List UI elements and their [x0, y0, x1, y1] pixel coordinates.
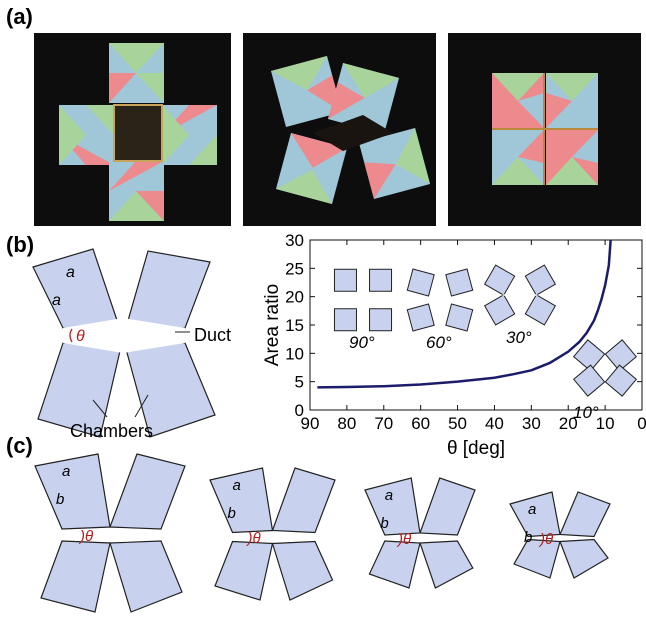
chambers-leader-right: [134, 394, 149, 418]
diagram-c: ab)θab)θab)θab)θ: [34, 453, 611, 613]
inset-square: [369, 308, 393, 332]
y-tick-label: 15: [285, 316, 304, 335]
angle-label-theta: )θ: [246, 530, 261, 547]
chamber-upper-right: [271, 467, 336, 534]
angle-label-theta: )θ: [396, 531, 411, 548]
diagram-c-shape-4: [509, 491, 611, 579]
inset-square: [572, 339, 606, 372]
inset-duct: [594, 367, 616, 369]
y-tick-label: 5: [295, 373, 304, 392]
chamber-lower-left: [513, 538, 561, 579]
x-tick-label: 40: [485, 414, 504, 433]
inset-shape-60: [406, 268, 474, 332]
y-tick-label: 10: [285, 344, 304, 363]
chamber-lower-left: [368, 540, 421, 589]
inset-shape-30: [483, 264, 557, 326]
chamber-lower-left: [214, 540, 274, 601]
inset-duct: [422, 291, 458, 309]
angle-label-theta: )θ: [538, 531, 553, 548]
inset-square: [524, 264, 557, 296]
chamber-lower-right: [419, 540, 474, 589]
x-tick-label: 80: [337, 414, 356, 433]
side-label-b: b: [228, 505, 236, 522]
diagram-c-shape-2: [209, 467, 336, 601]
side-label-a: a: [528, 501, 536, 518]
chambers-label: Chambers: [70, 421, 153, 441]
y-tick-label: 0: [295, 401, 304, 420]
angle-arc: [69, 328, 73, 343]
panel-label-b: (b): [6, 232, 35, 257]
duct-label: Duct: [194, 325, 231, 345]
inset-duct: [348, 288, 378, 312]
chamber-lower-left: [40, 540, 111, 613]
chamber-upper-right: [559, 491, 611, 538]
x-tick-label: 20: [559, 414, 578, 433]
chamber-lower-right: [559, 538, 609, 579]
chamber-upper-left: [209, 467, 274, 534]
x-tick-label: 70: [374, 414, 393, 433]
inset-angle-label: 90°: [349, 333, 375, 352]
side-label-a-left: a: [52, 292, 61, 309]
side-label-a: a: [233, 477, 241, 494]
duct-region: [63, 318, 185, 353]
chamber-upper-right: [109, 453, 186, 530]
chamber-lower-right: [109, 540, 183, 613]
area-ratio-curve: [317, 239, 612, 389]
inset-square: [406, 268, 435, 297]
x-tick-label: 60: [411, 414, 430, 433]
inset-square: [406, 303, 435, 332]
photo-origami-folded-square: [448, 33, 641, 226]
inset-shape-90: [333, 268, 393, 332]
diagram-c-shape-3: [364, 477, 476, 589]
chamber-upper-right: [419, 477, 476, 536]
side-label-b: b: [380, 515, 388, 532]
y-axis-label: Area ratio: [262, 284, 283, 366]
x-tick-label: 50: [448, 414, 467, 433]
diagram-b: a a θ Duct Chambers: [32, 248, 231, 441]
inset-square: [445, 303, 474, 332]
inset-shape-10: [572, 339, 638, 397]
inset-square: [572, 364, 606, 397]
panel-label-a: (a): [6, 4, 33, 29]
photo-origami-cross-open: [34, 33, 231, 226]
inset-square: [333, 308, 357, 332]
panel-label-c: (c): [6, 433, 33, 458]
inset-square: [604, 339, 638, 372]
side-label-b: b: [56, 491, 64, 508]
chamber-upper-left: [34, 453, 111, 530]
photo-origami-partially-folded: [243, 33, 436, 226]
x-tick-label: 90: [301, 414, 320, 433]
origami-cross-image: [34, 33, 231, 226]
inset-square: [604, 364, 638, 397]
x-tick-label: 10: [596, 414, 615, 433]
side-label-b: b: [524, 529, 532, 546]
x-tick-label: 0: [637, 414, 646, 433]
inset-duct: [500, 290, 540, 300]
inset-angle-label: 30°: [506, 328, 532, 347]
x-tick-label: 30: [522, 414, 541, 433]
angle-label-theta: )θ: [78, 528, 93, 545]
side-label-a: a: [385, 487, 393, 504]
side-label-a-top: a: [66, 264, 75, 281]
origami-square-image: [448, 33, 641, 226]
y-tick-label: 30: [285, 231, 304, 250]
side-label-a: a: [62, 463, 70, 480]
inset-square: [524, 294, 557, 326]
inset-square: [445, 268, 474, 297]
y-tick-label: 20: [285, 288, 304, 307]
diagram-c-shape-1: [34, 453, 186, 613]
inset-angle-label: 60°: [426, 333, 452, 352]
chambers-leader-left: [92, 399, 108, 418]
chamber-lower-right: [271, 540, 334, 601]
inset-square: [369, 268, 393, 292]
x-axis-label: θ [deg]: [447, 438, 505, 459]
y-tick-label: 25: [285, 259, 304, 278]
angle-label-theta: θ: [76, 328, 85, 345]
inset-angle-label: 10°: [573, 403, 599, 422]
inset-square: [483, 264, 516, 296]
origami-partial-image: [243, 33, 436, 226]
inset-square: [483, 294, 516, 326]
inset-square: [333, 268, 357, 292]
